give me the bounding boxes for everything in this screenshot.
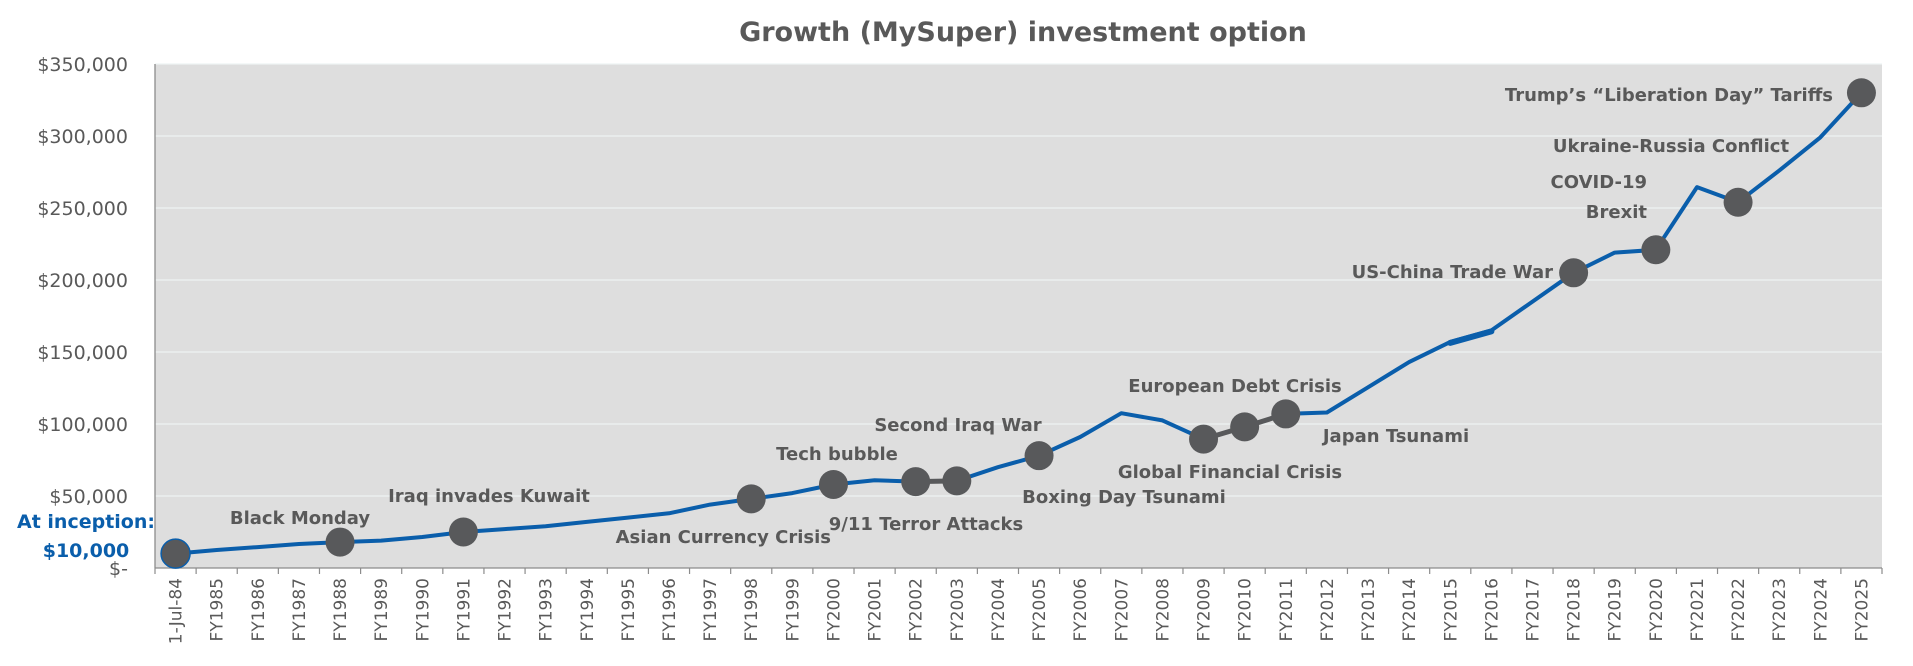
x-tick-label: FY2015 xyxy=(1441,578,1461,641)
event-marker xyxy=(1723,187,1753,217)
event-label: Black Monday xyxy=(230,508,371,529)
x-tick-label: FY1987 xyxy=(290,578,310,641)
y-tick-label: $250,000 xyxy=(37,198,128,220)
x-tick-label: FY1991 xyxy=(454,578,474,641)
y-axis: $- $50,000 $100,000 $150,000 $200,000 $250,00… xyxy=(37,54,156,580)
event-label: Asian Currency Crisis xyxy=(616,527,831,548)
event-label: Iraq invades Kuwait xyxy=(388,486,590,507)
y-tick-label: $100,000 xyxy=(37,414,128,436)
x-tick-label: FY2016 xyxy=(1482,578,1502,641)
x-tick-label: FY2011 xyxy=(1277,578,1297,641)
event-label: 9/11 Terror Attacks xyxy=(829,514,1023,535)
x-tick-label: FY1994 xyxy=(578,578,598,641)
event-markers xyxy=(160,78,1876,569)
x-tick-label: FY2000 xyxy=(824,578,844,641)
y-tick-label: $150,000 xyxy=(37,342,128,364)
x-axis: 1-Jul-84 FY1985 FY1986 FY1987 FY1988 FY1989 FY… xyxy=(154,567,1883,644)
x-tick-label: FY1995 xyxy=(619,578,639,641)
x-tick-label: FY1989 xyxy=(372,578,392,641)
x-tick-label: FY1992 xyxy=(496,578,516,641)
x-tick-label: FY2021 xyxy=(1688,578,1708,641)
event-label: COVID-19 xyxy=(1551,172,1647,193)
event-marker xyxy=(818,469,848,499)
x-tick-label: FY2001 xyxy=(866,578,886,641)
event-label: Boxing Day Tsunami xyxy=(1022,487,1226,508)
x-tick-label: FY1993 xyxy=(537,578,557,641)
x-tick-label: FY1986 xyxy=(249,578,269,641)
x-tick-label: FY1999 xyxy=(783,578,803,641)
event-label: Japan Tsunami xyxy=(1321,426,1469,447)
event-marker xyxy=(1230,412,1260,442)
x-tick-label: FY1996 xyxy=(660,578,680,641)
x-tick-label: FY2007 xyxy=(1112,578,1132,641)
inception-value: $10,000 xyxy=(43,540,130,562)
x-tick-label: FY1990 xyxy=(413,578,433,641)
x-tick-label: 1-Jul-84 xyxy=(167,578,187,644)
event-marker xyxy=(942,466,972,496)
event-marker xyxy=(448,517,478,547)
x-tick-label: FY2004 xyxy=(989,578,1009,641)
x-tick-label: FY2020 xyxy=(1647,578,1667,641)
event-label: Brexit xyxy=(1586,202,1648,223)
event-marker xyxy=(1641,235,1671,265)
event-label: Ukraine-Russia Conflict xyxy=(1553,136,1790,157)
event-marker xyxy=(160,538,191,569)
x-tick-label: FY2024 xyxy=(1811,578,1831,641)
x-tick-label: FY1985 xyxy=(208,578,228,641)
y-tick-label: $50,000 xyxy=(49,486,128,508)
y-tick-label: $- xyxy=(109,558,128,580)
x-tick-label: FY2010 xyxy=(1236,578,1256,641)
event-marker xyxy=(1189,424,1219,454)
x-tick-label: FY2013 xyxy=(1359,578,1379,641)
x-tick-label: FY2022 xyxy=(1729,578,1749,641)
event-label: Tech bubble xyxy=(776,444,898,465)
x-tick-label: FY1997 xyxy=(701,578,721,641)
x-tick-label: FY2018 xyxy=(1565,578,1585,641)
event-label: Global Financial Crisis xyxy=(1118,462,1342,483)
x-tick-label: FY2014 xyxy=(1400,578,1420,641)
x-tick-label: FY2002 xyxy=(907,578,927,641)
inception-label: At inception: xyxy=(17,511,155,533)
x-tick-label: FY2012 xyxy=(1318,578,1338,641)
plot-area xyxy=(155,64,1882,568)
x-tick-label: FY2019 xyxy=(1606,578,1626,641)
x-tick-label: FY2006 xyxy=(1071,578,1091,641)
x-tick-label: FY2008 xyxy=(1153,578,1173,641)
x-tick-label: FY1998 xyxy=(742,578,762,641)
gridlines xyxy=(155,63,1882,497)
event-marker xyxy=(1846,78,1876,108)
event-marker xyxy=(325,527,355,557)
event-marker xyxy=(1024,441,1054,471)
x-tick-label: FY2003 xyxy=(948,578,968,641)
y-tick-label: $200,000 xyxy=(37,270,128,292)
x-tick-label: FY2023 xyxy=(1770,578,1790,641)
event-marker xyxy=(736,484,766,514)
event-label: European Debt Crisis xyxy=(1128,376,1341,397)
x-tick-label: FY2017 xyxy=(1523,578,1543,641)
event-marker xyxy=(1271,399,1301,429)
y-tick-label: $300,000 xyxy=(37,126,128,148)
x-tick-label: FY1988 xyxy=(331,578,351,641)
event-label: Trump’s “Liberation Day” Tariffs xyxy=(1505,85,1833,106)
x-tick-label: FY2005 xyxy=(1030,578,1050,641)
chart-title: Growth (MySuper) investment option xyxy=(739,17,1307,48)
series-overlap-segment xyxy=(1447,328,1495,346)
event-labels: Black Monday Iraq invades Kuwait Asian Cur… xyxy=(230,85,1833,548)
x-tick-label: FY2025 xyxy=(1852,578,1872,641)
event-label: Second Iraq War xyxy=(874,415,1041,436)
event-label: US-China Trade War xyxy=(1352,262,1554,283)
x-tick-label: FY2009 xyxy=(1195,578,1215,641)
event-marker xyxy=(1559,258,1589,288)
y-tick-label: $350,000 xyxy=(37,54,128,76)
event-marker xyxy=(901,467,931,497)
